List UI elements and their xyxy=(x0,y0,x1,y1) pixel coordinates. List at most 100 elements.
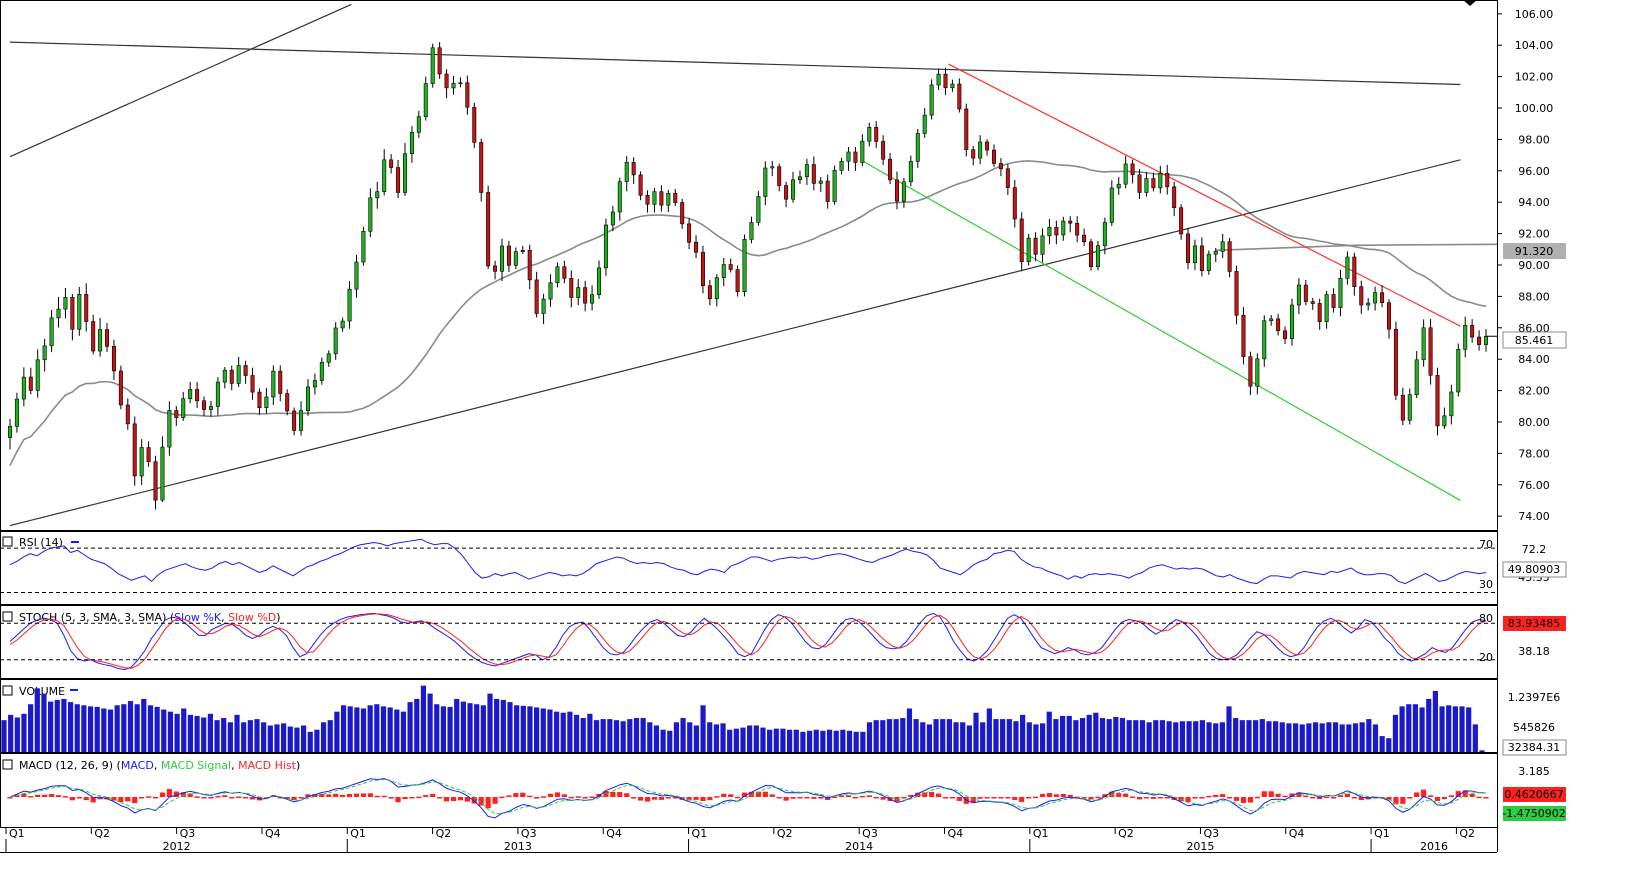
volume-bar xyxy=(161,709,167,752)
macd-panel: MACD (12, 26, 9) (MACD, MACD Signal, MAC… xyxy=(2,759,1566,821)
macd-hist-bar xyxy=(388,797,394,799)
volume-bar xyxy=(800,731,806,752)
candle-body xyxy=(631,162,636,176)
candle-body xyxy=(1428,327,1433,376)
macd-hist-bar xyxy=(1019,797,1025,802)
candle-body xyxy=(1449,391,1454,417)
volume-bar xyxy=(1419,707,1425,752)
stoch-toggle-icon[interactable] xyxy=(2,611,13,622)
macd-hist-bar xyxy=(1337,795,1344,797)
volume-bar xyxy=(540,708,546,752)
volume-toggle-icon[interactable] xyxy=(2,685,13,696)
candle-body xyxy=(1366,302,1371,306)
price-panel: 106.00 104.00 102.00 100.00 98.00 96.00 94.00 9… xyxy=(8,3,1567,527)
macd-hist-bar xyxy=(1247,797,1253,803)
candle-body xyxy=(409,132,414,155)
macd-hist-bar xyxy=(1026,797,1032,799)
candle-body xyxy=(389,159,394,168)
macd-hist-bar xyxy=(312,794,318,797)
volume-bar xyxy=(593,720,600,752)
volume-bar xyxy=(1020,714,1026,752)
rsi-toggle-icon[interactable] xyxy=(2,536,13,547)
candle-body xyxy=(1463,324,1468,350)
candle-body xyxy=(749,222,754,240)
price-tick-label: 104.00 xyxy=(1515,39,1554,52)
macd-hist-bar xyxy=(651,797,658,800)
macd-hist-bar xyxy=(832,796,838,799)
macd-hist-bar xyxy=(942,797,949,799)
macd-hist-bar xyxy=(416,796,422,799)
macd-hist-bar xyxy=(187,793,193,797)
volume-bar xyxy=(567,711,573,752)
macd-hist-bar xyxy=(610,791,616,797)
quarter-label: Q1 xyxy=(1033,827,1049,840)
volume-bar xyxy=(813,729,819,752)
candle-body xyxy=(42,345,47,361)
candle-body xyxy=(1165,173,1170,188)
candle-body xyxy=(368,197,373,232)
candle-body xyxy=(139,447,144,477)
volume-bar xyxy=(221,718,227,752)
macd-legend-name: MACD (12, 26, 9) xyxy=(19,759,113,772)
candle-body xyxy=(1137,174,1142,193)
volume-bar xyxy=(41,693,47,752)
volume-bar xyxy=(1392,714,1399,752)
volume-bar xyxy=(487,693,493,752)
macd-hist-bar xyxy=(208,797,214,799)
volume-bar xyxy=(367,705,373,752)
year-label: 2016 xyxy=(1420,840,1448,853)
volume-bar xyxy=(107,709,114,752)
candle-body xyxy=(430,47,435,84)
macd-hist-bar xyxy=(1220,794,1226,797)
macd-hist-bar xyxy=(1330,797,1337,799)
volume-bar xyxy=(1319,723,1325,752)
candle-body xyxy=(1477,336,1482,345)
volume-bar xyxy=(1000,719,1006,752)
macd-hist-bar xyxy=(1046,793,1053,797)
volume-bar xyxy=(520,705,526,752)
macd-hist-bar xyxy=(1462,790,1468,797)
macd-hist-bar xyxy=(1088,797,1094,800)
macd-hist-bar xyxy=(1254,796,1260,799)
candle-body xyxy=(1262,320,1267,360)
volume-bar xyxy=(966,725,972,752)
macd-hist-bar xyxy=(76,797,82,799)
volume-bar xyxy=(174,713,180,752)
volume-bar xyxy=(94,706,100,752)
macd-hist-bar xyxy=(741,792,748,797)
candle-body xyxy=(867,127,872,142)
candle-body xyxy=(978,141,983,159)
macd-hist-bar xyxy=(1400,797,1406,804)
stoch-value-badge: 83.93485 xyxy=(1508,617,1561,630)
volume-bar xyxy=(740,727,746,752)
candle-body xyxy=(257,391,262,408)
macd-hist-bar xyxy=(984,797,990,799)
macd-hist-bar xyxy=(769,794,775,797)
sma-line xyxy=(9,160,1498,466)
volume-bar xyxy=(34,688,40,752)
volume-bar xyxy=(1066,715,1072,752)
volume-bar xyxy=(347,706,353,752)
candle-body xyxy=(590,294,595,304)
macd-hist-bar xyxy=(457,797,464,801)
macd-hist-bar xyxy=(402,797,408,800)
macd-toggle-icon[interactable] xyxy=(2,759,13,770)
macd-hist-bar xyxy=(617,792,623,797)
scroll-arrow-icon[interactable] xyxy=(1463,0,1477,6)
macd-hist-bar xyxy=(901,797,907,799)
macd-hist-bar xyxy=(1476,796,1482,799)
macd-hist-bar xyxy=(790,797,796,799)
volume-bar xyxy=(214,720,220,752)
macd-hist-bar xyxy=(159,792,166,797)
macd-hist-bar xyxy=(1067,794,1073,797)
macd-hist-bar xyxy=(554,792,561,797)
volume-bar xyxy=(1259,719,1265,752)
candle-body xyxy=(181,398,186,418)
volume-bar xyxy=(141,698,147,752)
macd-hist-bar xyxy=(464,797,470,802)
candle-body xyxy=(714,277,719,300)
candle-body xyxy=(1289,304,1294,339)
macd-hist-bar xyxy=(1240,797,1247,803)
macd-hist-bar xyxy=(139,797,145,799)
volume-bar xyxy=(1133,720,1139,752)
